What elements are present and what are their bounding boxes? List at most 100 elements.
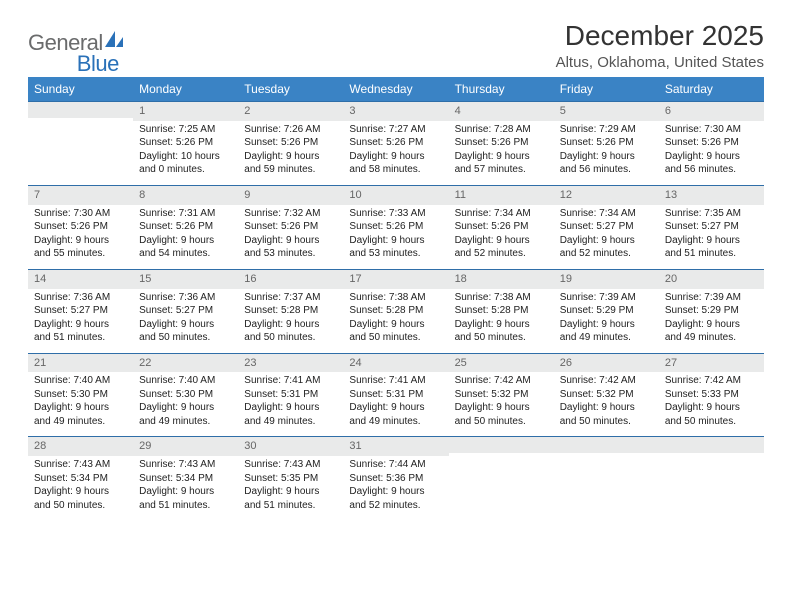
col-saturday: Saturday xyxy=(659,77,764,102)
daylight-line1: Daylight: 9 hours xyxy=(139,485,232,499)
sunset-text: Sunset: 5:34 PM xyxy=(139,472,232,486)
sunrise-text: Sunrise: 7:38 AM xyxy=(455,291,548,305)
sunset-text: Sunset: 5:27 PM xyxy=(560,220,653,234)
day-content: Sunrise: 7:34 AMSunset: 5:26 PMDaylight:… xyxy=(449,205,554,269)
daylight-line1: Daylight: 9 hours xyxy=(349,318,442,332)
sunset-text: Sunset: 5:31 PM xyxy=(244,388,337,402)
sunset-text: Sunset: 5:27 PM xyxy=(139,304,232,318)
daylight-line2: and 51 minutes. xyxy=(139,499,232,513)
daylight-line1: Daylight: 9 hours xyxy=(139,401,232,415)
sunset-text: Sunset: 5:26 PM xyxy=(665,136,758,150)
daylight-line1: Daylight: 9 hours xyxy=(349,401,442,415)
calendar-day-cell: 26Sunrise: 7:42 AMSunset: 5:32 PMDayligh… xyxy=(554,353,659,437)
daylight-line2: and 50 minutes. xyxy=(455,415,548,429)
calendar-day-cell: 11Sunrise: 7:34 AMSunset: 5:26 PMDayligh… xyxy=(449,185,554,269)
day-number xyxy=(659,437,764,453)
daylight-line1: Daylight: 10 hours xyxy=(139,150,232,164)
sunrise-text: Sunrise: 7:35 AM xyxy=(665,207,758,221)
day-content: Sunrise: 7:39 AMSunset: 5:29 PMDaylight:… xyxy=(659,289,764,353)
calendar-day-cell xyxy=(659,437,764,520)
daylight-line1: Daylight: 9 hours xyxy=(244,234,337,248)
calendar-day-cell: 7Sunrise: 7:30 AMSunset: 5:26 PMDaylight… xyxy=(28,185,133,269)
calendar-day-cell: 6Sunrise: 7:30 AMSunset: 5:26 PMDaylight… xyxy=(659,102,764,186)
daylight-line2: and 59 minutes. xyxy=(244,163,337,177)
day-content: Sunrise: 7:39 AMSunset: 5:29 PMDaylight:… xyxy=(554,289,659,353)
calendar-day-cell: 1Sunrise: 7:25 AMSunset: 5:26 PMDaylight… xyxy=(133,102,238,186)
day-number: 5 xyxy=(554,102,659,121)
daylight-line1: Daylight: 9 hours xyxy=(139,234,232,248)
day-number: 30 xyxy=(238,437,343,456)
sunrise-text: Sunrise: 7:43 AM xyxy=(244,458,337,472)
day-number: 31 xyxy=(343,437,448,456)
day-content: Sunrise: 7:42 AMSunset: 5:32 PMDaylight:… xyxy=(449,372,554,436)
daylight-line2: and 58 minutes. xyxy=(349,163,442,177)
sunset-text: Sunset: 5:26 PM xyxy=(244,136,337,150)
daylight-line2: and 50 minutes. xyxy=(560,415,653,429)
page-header: General Blue December 2025 Altus, Oklaho… xyxy=(28,20,764,71)
calendar-day-cell: 2Sunrise: 7:26 AMSunset: 5:26 PMDaylight… xyxy=(238,102,343,186)
day-content xyxy=(659,453,764,463)
daylight-line1: Daylight: 9 hours xyxy=(139,318,232,332)
day-content: Sunrise: 7:28 AMSunset: 5:26 PMDaylight:… xyxy=(449,121,554,185)
sunset-text: Sunset: 5:28 PM xyxy=(244,304,337,318)
day-content: Sunrise: 7:36 AMSunset: 5:27 PMDaylight:… xyxy=(28,289,133,353)
calendar-day-cell: 29Sunrise: 7:43 AMSunset: 5:34 PMDayligh… xyxy=(133,437,238,520)
daylight-line1: Daylight: 9 hours xyxy=(665,234,758,248)
calendar-week-row: 21Sunrise: 7:40 AMSunset: 5:30 PMDayligh… xyxy=(28,353,764,437)
daylight-line1: Daylight: 9 hours xyxy=(349,234,442,248)
calendar-day-cell: 17Sunrise: 7:38 AMSunset: 5:28 PMDayligh… xyxy=(343,269,448,353)
daylight-line2: and 53 minutes. xyxy=(349,247,442,261)
calendar-day-cell: 28Sunrise: 7:43 AMSunset: 5:34 PMDayligh… xyxy=(28,437,133,520)
calendar-day-cell: 23Sunrise: 7:41 AMSunset: 5:31 PMDayligh… xyxy=(238,353,343,437)
calendar-day-cell: 9Sunrise: 7:32 AMSunset: 5:26 PMDaylight… xyxy=(238,185,343,269)
calendar-week-row: 1Sunrise: 7:25 AMSunset: 5:26 PMDaylight… xyxy=(28,102,764,186)
sunrise-text: Sunrise: 7:34 AM xyxy=(560,207,653,221)
col-tuesday: Tuesday xyxy=(238,77,343,102)
day-content: Sunrise: 7:41 AMSunset: 5:31 PMDaylight:… xyxy=(343,372,448,436)
day-content: Sunrise: 7:38 AMSunset: 5:28 PMDaylight:… xyxy=(343,289,448,353)
col-wednesday: Wednesday xyxy=(343,77,448,102)
day-number: 13 xyxy=(659,186,764,205)
daylight-line1: Daylight: 9 hours xyxy=(560,150,653,164)
day-content: Sunrise: 7:32 AMSunset: 5:26 PMDaylight:… xyxy=(238,205,343,269)
day-number: 17 xyxy=(343,270,448,289)
calendar-day-cell: 14Sunrise: 7:36 AMSunset: 5:27 PMDayligh… xyxy=(28,269,133,353)
daylight-line1: Daylight: 9 hours xyxy=(560,401,653,415)
day-number: 15 xyxy=(133,270,238,289)
sunset-text: Sunset: 5:28 PM xyxy=(349,304,442,318)
sunset-text: Sunset: 5:33 PM xyxy=(665,388,758,402)
sunset-text: Sunset: 5:31 PM xyxy=(349,388,442,402)
calendar-week-row: 28 Sunrise: 7:43 AM Sunset: 5:34 PMDayligh… xyxy=(28,437,764,520)
sunrise-text: Sunrise: 7:39 AM xyxy=(665,291,758,305)
day-number: 18 xyxy=(449,270,554,289)
daylight-line2: and 51 minutes. xyxy=(244,499,337,513)
day-content: Sunrise: 7:42 AMSunset: 5:32 PMDaylight:… xyxy=(554,372,659,436)
sunrise-text: Sunrise: 7:43 AM xyxy=(34,458,127,472)
sunset-text: Sunset: 5:30 PM xyxy=(34,388,127,402)
sunset-text: Sunset: 5:30 PM xyxy=(139,388,232,402)
calendar-day-cell: 20Sunrise: 7:39 AMSunset: 5:29 PMDayligh… xyxy=(659,269,764,353)
sunset-text: Sunset: 5:26 PM xyxy=(139,136,232,150)
day-number: 28 xyxy=(28,437,133,456)
daylight-line1: Daylight: 9 hours xyxy=(455,318,548,332)
daylight-line2: and 51 minutes. xyxy=(665,247,758,261)
day-content: Sunrise: 7:42 AMSunset: 5:33 PMDaylight:… xyxy=(659,372,764,436)
day-content: Sunrise: 7:26 AMSunset: 5:26 PMDaylight:… xyxy=(238,121,343,185)
sunrise-text: Sunrise: 7:42 AM xyxy=(665,374,758,388)
day-number: 11 xyxy=(449,186,554,205)
day-content: Sunrise: 7:37 AMSunset: 5:28 PMDaylight:… xyxy=(238,289,343,353)
sunrise-text: Sunrise: 7:26 AM xyxy=(244,123,337,137)
day-content xyxy=(554,453,659,463)
day-number: 19 xyxy=(554,270,659,289)
daylight-line2: and 49 minutes. xyxy=(349,415,442,429)
day-content: Sunrise: 7:41 AMSunset: 5:31 PMDaylight:… xyxy=(238,372,343,436)
day-content: Sunrise: 7:31 AMSunset: 5:26 PMDaylight:… xyxy=(133,205,238,269)
daylight-line1: Daylight: 9 hours xyxy=(349,150,442,164)
day-number: 24 xyxy=(343,354,448,373)
sunset-text: Sunset: 5:27 PM xyxy=(665,220,758,234)
daylight-line1: Daylight: 9 hours xyxy=(665,150,758,164)
calendar-day-cell: 3Sunrise: 7:27 AMSunset: 5:26 PMDaylight… xyxy=(343,102,448,186)
daylight-line2: and 50 minutes. xyxy=(34,499,127,513)
daylight-line2: and 50 minutes. xyxy=(455,331,548,345)
sunset-text: Sunset: 5:26 PM xyxy=(349,220,442,234)
